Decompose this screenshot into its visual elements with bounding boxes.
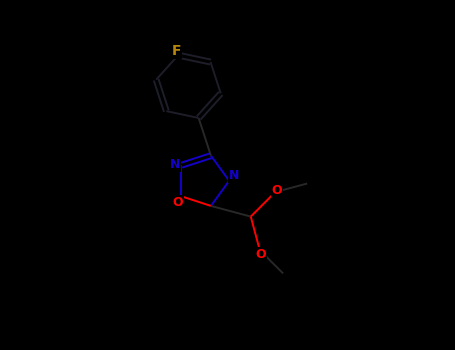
Text: N: N	[229, 169, 239, 182]
Text: O: O	[255, 248, 266, 261]
Text: O: O	[272, 184, 282, 197]
Text: O: O	[173, 196, 183, 209]
Text: F: F	[172, 44, 182, 58]
Text: N: N	[170, 158, 180, 171]
